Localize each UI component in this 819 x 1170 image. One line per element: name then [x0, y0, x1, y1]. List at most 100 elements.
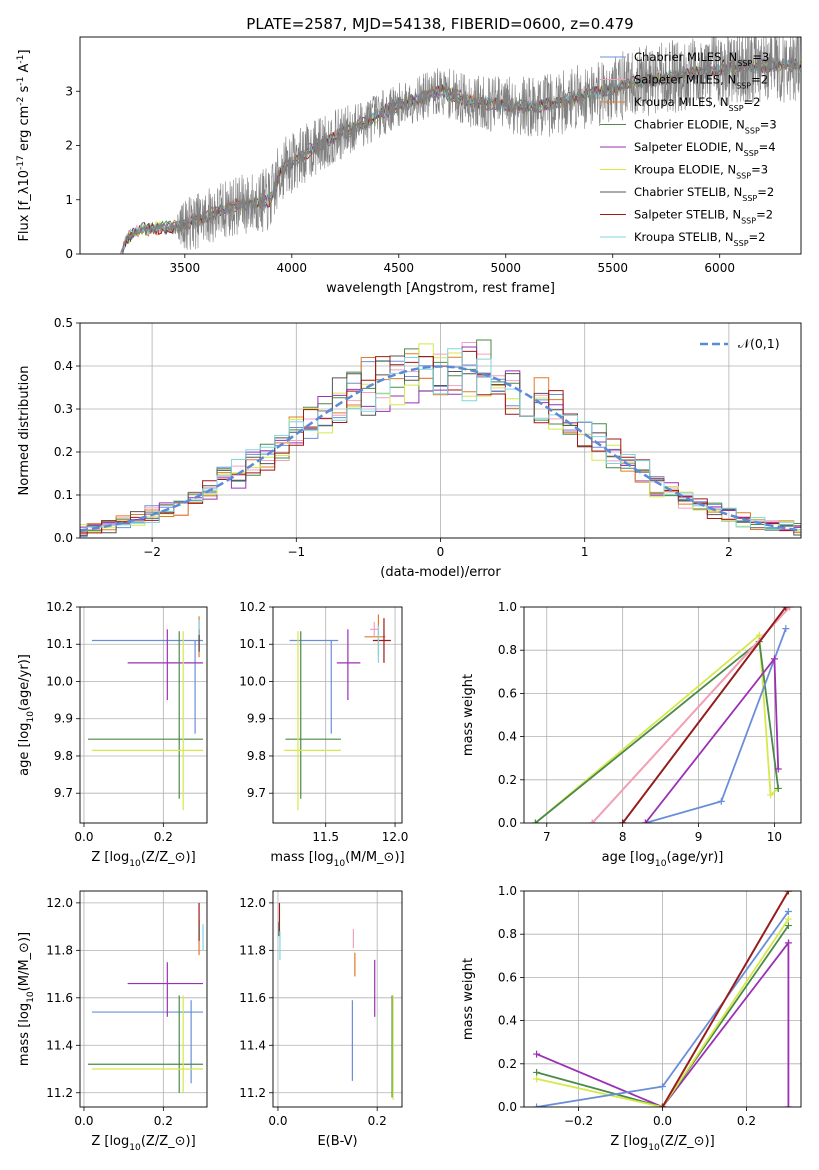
y-tick-label: 10.0 [46, 674, 73, 688]
y-tick-label: 10.1 [239, 637, 266, 651]
plot-area-massweight_vs_Z [524, 891, 801, 1107]
y-tick-label: 11.4 [46, 1038, 73, 1052]
mass-weight-marker [770, 655, 778, 663]
y-tick-label: 0.2 [498, 773, 517, 787]
mass-weight-marker [784, 922, 792, 930]
y-tick-label: 11.6 [46, 991, 73, 1005]
mass-weight-line [536, 940, 790, 1107]
x-tick-label: 8 [619, 830, 627, 844]
y-tick-label: 0.2 [498, 1057, 517, 1071]
legend-entry: Salpeter MILES, NSSP=2 [634, 73, 768, 91]
axes-frame [272, 890, 403, 1108]
x-tick-label: 11.5 [312, 830, 339, 844]
x-tick-label: 0.0 [268, 1114, 287, 1128]
y-axis-label: age [log10(age/yr)] [17, 654, 36, 776]
x-tick-label: 0.0 [653, 1114, 672, 1128]
axes-frame [79, 322, 802, 539]
y-tick-label: 9.8 [54, 749, 73, 763]
mass-weight-marker [533, 1068, 541, 1076]
mass-weight-line [661, 891, 790, 1107]
plot-area-massweight_vs_age [524, 607, 801, 823]
y-axis-label: Flux [f_λ10-17 erg cm-2 s-1 A-1] [16, 49, 32, 241]
mass-weight-marker [782, 607, 790, 611]
residual-histogram [80, 342, 801, 535]
y-tick-label: 0.8 [498, 643, 517, 657]
y-tick-label: 9.8 [247, 749, 266, 763]
axes-frame [79, 890, 208, 1108]
y-tick-label: 0.4 [498, 730, 517, 744]
mass-weight-line [591, 607, 791, 823]
plot-area-age_vs_Z [80, 607, 207, 823]
mass-weight-marker [755, 631, 763, 639]
mass-weight-marker [641, 819, 649, 823]
mass-weight-marker [774, 784, 782, 792]
y-tick-label: 10.0 [239, 674, 266, 688]
x-axis-label: Z [log10(Z/Z_⊙)] [91, 850, 195, 869]
x-tick-label: 0.0 [74, 830, 93, 844]
y-axis-label: Normed distribution [17, 366, 32, 496]
y-tick-label: 12.0 [239, 896, 266, 910]
y-tick-label: 0 [65, 247, 73, 261]
x-tick-label: 2 [725, 545, 733, 559]
y-tick-label: 10.1 [46, 637, 73, 651]
residual-histogram [80, 355, 801, 536]
x-tick-label: 0.2 [368, 1114, 387, 1128]
mass-weight-marker [767, 791, 775, 799]
x-tick-label: 5500 [597, 261, 628, 275]
observed-spectrum-line [120, 37, 801, 254]
y-tick-label: 11.8 [46, 943, 73, 957]
y-tick-label: 1 [65, 193, 73, 207]
residual-legend: 𝒩(0,1) [700, 336, 780, 351]
mass-weight-marker [533, 1050, 541, 1058]
panel-mass_vs_Z: 0.0 0.2 11.2 11.4 11.6 11.8 12.0 Z [log10(Z/Z_⊙… [17, 890, 208, 1153]
mass-weight-marker [717, 797, 725, 805]
legend-entry: Chabrier ELODIE, NSSP=3 [634, 118, 777, 136]
mass-weight-marker [659, 1103, 666, 1107]
y-tick-label: 3 [65, 84, 73, 98]
x-tick-label: 9 [695, 830, 703, 844]
y-tick-label: 9.7 [247, 786, 266, 800]
x-tick-label: 3500 [170, 261, 201, 275]
x-axis-label: E(B-V) [317, 1134, 357, 1149]
y-tick-label: 0.3 [54, 402, 73, 416]
x-axis-label: (data-model)/error [380, 565, 501, 580]
x-tick-label: −0.2 [564, 1114, 593, 1128]
y-tick-label: 10.2 [46, 600, 73, 614]
y-tick-label: 0.0 [54, 531, 73, 545]
y-tick-label: 0.6 [498, 970, 517, 984]
chart-panels: 3500 4000 4500 5000 5500 6000 0 1 2 3 wavelength [… [16, 36, 802, 1153]
y-tick-label: 0.1 [54, 488, 73, 502]
residual-histogram [80, 353, 801, 534]
x-tick-label: 0.2 [737, 1114, 756, 1128]
x-tick-label: 6000 [704, 261, 735, 275]
legend-entry: 𝒩(0,1) [738, 336, 780, 351]
mass-weight-line [534, 639, 780, 823]
y-tick-label: 12.0 [46, 896, 73, 910]
y-tick-label: 11.8 [239, 943, 266, 957]
mass-weight-line [645, 628, 787, 823]
normal-reference-curve [80, 365, 801, 532]
x-tick-label: 4500 [384, 261, 415, 275]
spectrum-legend: Chabrier MILES, NSSP=3 Salpeter MILES, NS… [600, 50, 777, 248]
y-axis-label: mass [log10(M/M_⊙)] [17, 932, 36, 1066]
panel-residuals: −2 −1 0 1 2 0.0 0.1 0.2 0.3 0.4 0.5 (data-model)/er… [17, 316, 802, 580]
y-tick-label: 0.4 [54, 359, 73, 373]
panel-mass_vs_EBV: 0.0 0.2 11.2 11.4 11.6 11.8 12.0 E(B-V) [239, 890, 403, 1149]
y-tick-label: 0.2 [54, 445, 73, 459]
mass-weight-line [644, 656, 780, 823]
y-tick-label: 0.0 [498, 1100, 517, 1114]
x-tick-label: 12.0 [382, 830, 409, 844]
plot-area-mass_vs_EBV [273, 891, 402, 1107]
mass-weight-marker [533, 1075, 541, 1083]
y-tick-label: 9.9 [247, 712, 266, 726]
legend-entry: Salpeter ELODIE, NSSP=4 [634, 140, 776, 158]
panel-spectrum: 3500 4000 4500 5000 5500 6000 0 1 2 3 wavelength [… [16, 36, 802, 296]
x-axis-label: Z [log10(Z/Z_⊙)] [610, 1134, 714, 1153]
x-tick-label: 0.2 [154, 830, 173, 844]
mass-weight-line [621, 607, 787, 823]
y-tick-label: 2 [65, 139, 73, 153]
y-axis-label: mass weight [461, 674, 476, 756]
panel-age_vs_mass: 11.5 12.0 9.7 9.8 9.9 10.0 10.1 10.2 mass [log10… [239, 600, 408, 869]
y-tick-label: 0.6 [498, 686, 517, 700]
